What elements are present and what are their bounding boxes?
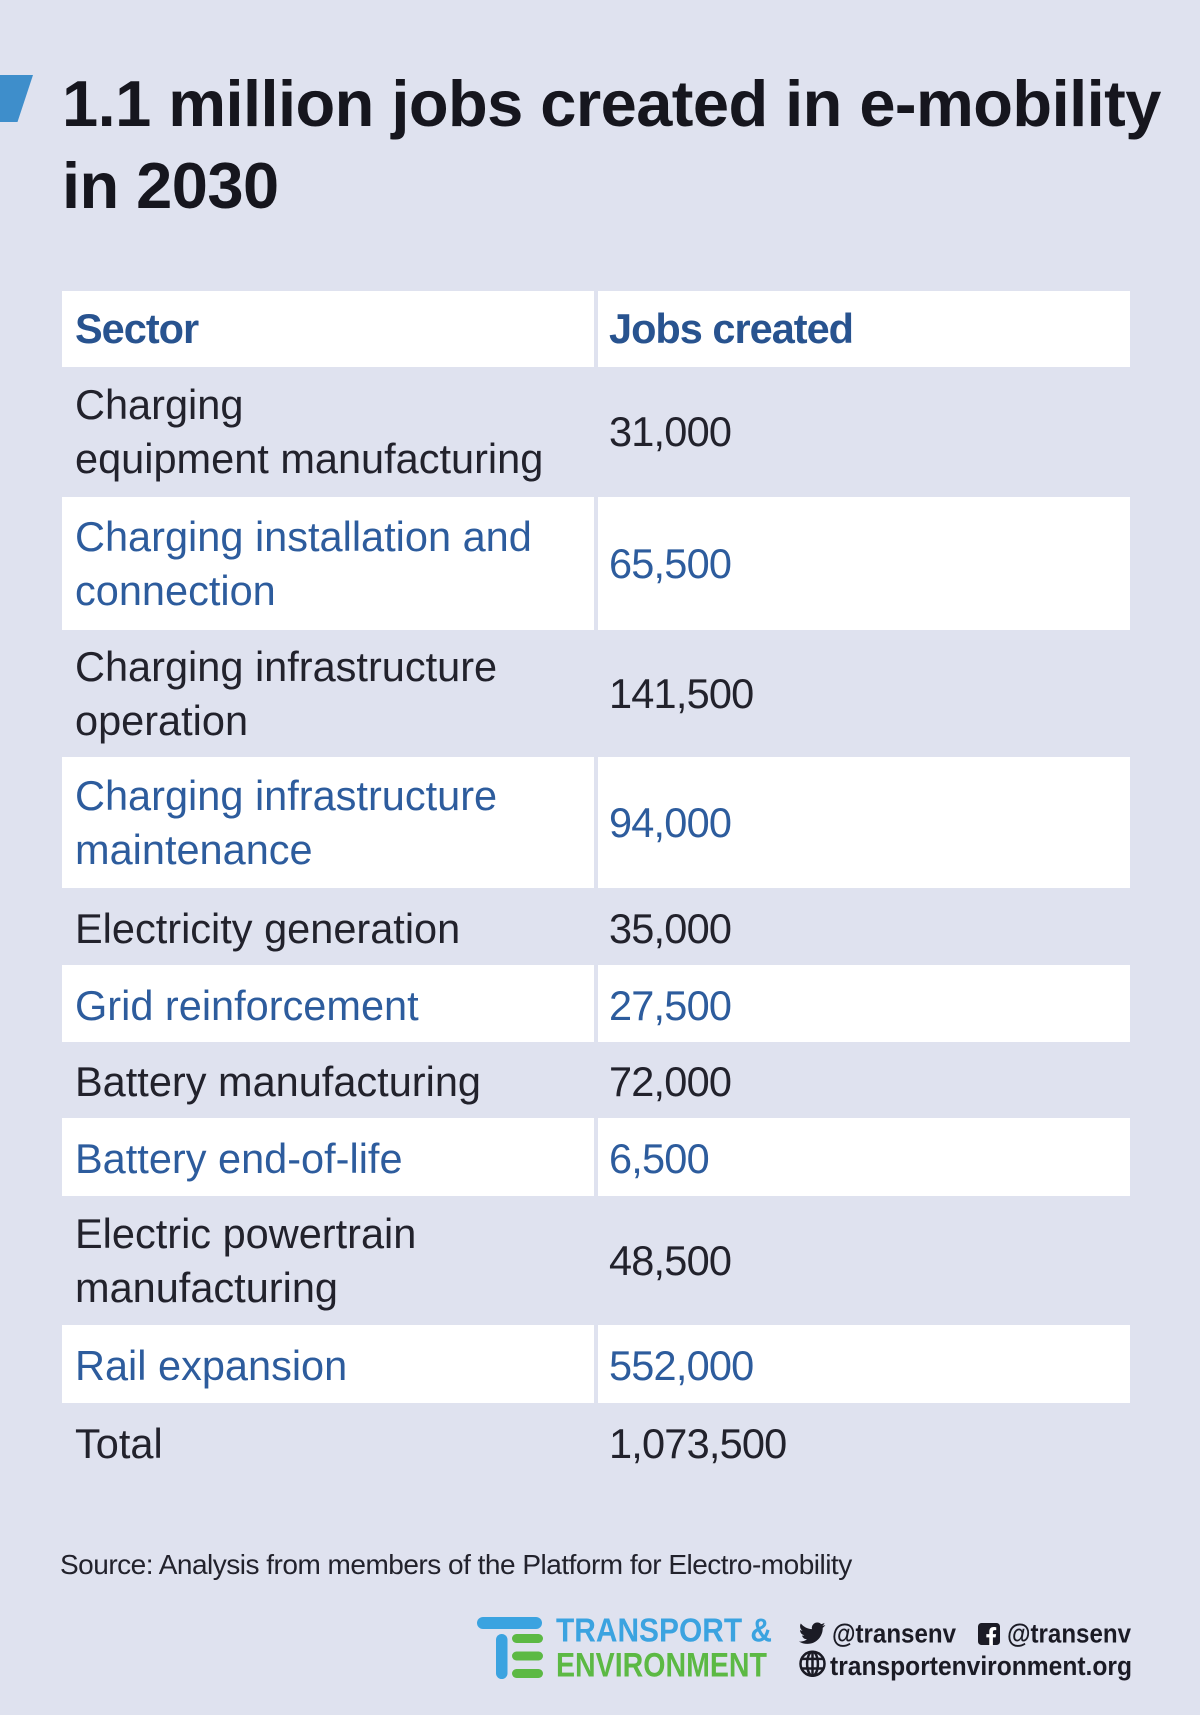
svg-text:@transenv: @transenv <box>832 1619 956 1649</box>
svg-text:TRANSPORT &: TRANSPORT & <box>556 1612 772 1649</box>
svg-text:ENVIRONMENT: ENVIRONMENT <box>556 1647 767 1685</box>
svg-text:transportenvironment.org: transportenvironment.org <box>830 1651 1132 1681</box>
svg-text:@transenv: @transenv <box>1007 1619 1131 1649</box>
